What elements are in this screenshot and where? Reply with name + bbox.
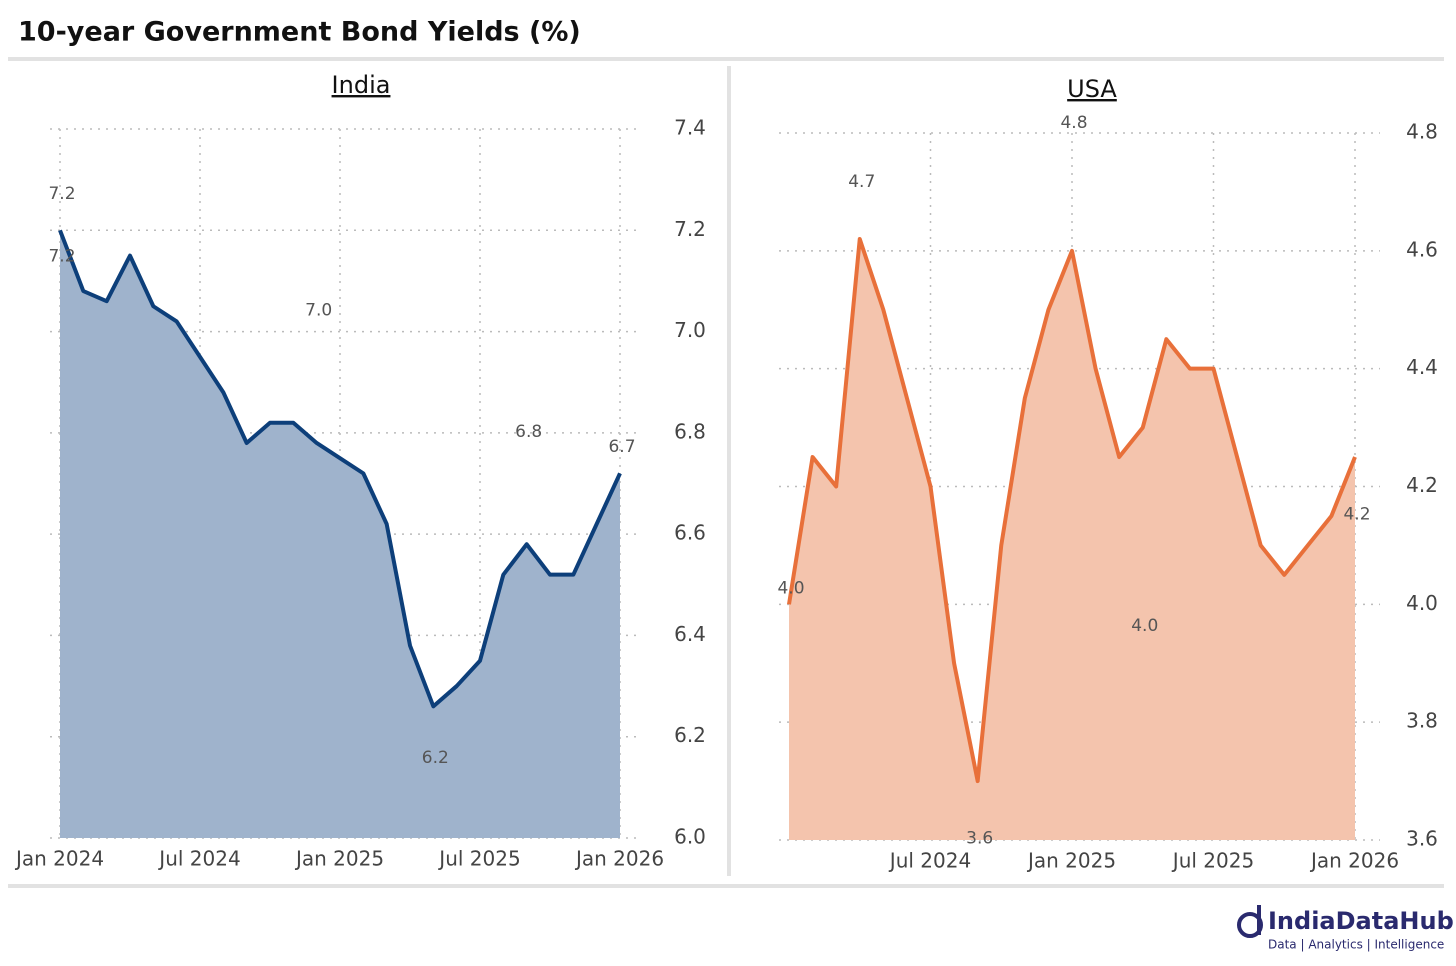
logo-icon	[1257, 905, 1261, 935]
y-tick-label: 4.2	[1406, 473, 1438, 497]
y-tick-label: 6.2	[674, 723, 706, 747]
x-tick-label: Jul 2025	[1171, 849, 1254, 873]
x-tick-label: Jan 2026	[574, 847, 664, 871]
y-tick-label: 4.4	[1406, 355, 1438, 379]
panel-title: India	[332, 71, 391, 99]
x-tick-label: Jul 2024	[157, 847, 240, 871]
annotation: 3.6	[966, 828, 993, 848]
y-tick-label: 3.8	[1406, 709, 1438, 733]
y-tick-label: 7.4	[674, 116, 706, 140]
logo: IndiaDataHub Data | Analytics | Intellig…	[1237, 905, 1454, 952]
y-tick-label: 3.6	[1406, 827, 1438, 851]
y-tick-label: 7.0	[674, 318, 706, 342]
annotation: 6.8	[515, 422, 542, 442]
x-tick-label: Jan 2025	[1026, 849, 1116, 873]
x-tick-label: Jan 2026	[1309, 849, 1399, 873]
bottom-rule	[8, 884, 1444, 888]
line	[58, 229, 622, 709]
y-tick-label: 4.0	[1406, 591, 1438, 615]
y-tick-label: 6.4	[674, 622, 706, 646]
annotation: 4.0	[1131, 616, 1158, 636]
x-tick-label: Jan 2024	[14, 847, 104, 871]
y-tick-label: 6.6	[674, 521, 706, 545]
y-tick-label: 7.2	[674, 217, 706, 241]
annotation: 7.2	[48, 184, 75, 204]
x-tick-label: Jan 2025	[294, 847, 384, 871]
x-tick-label: Jul 2025	[437, 847, 520, 871]
annotation: 4.8	[1060, 113, 1087, 133]
top-rule	[8, 57, 1444, 61]
y-tick-label: 4.8	[1406, 120, 1438, 144]
area	[60, 230, 620, 839]
brand: IndiaDataHub	[1268, 907, 1454, 935]
annotation: 4.2	[1343, 504, 1370, 524]
y-tick-label: 6.0	[674, 825, 706, 849]
annotation: 4.0	[777, 578, 804, 598]
y-tick-label: 6.8	[674, 419, 706, 443]
line	[787, 237, 1357, 784]
page-title: 10-year Government Bond Yields (%)	[18, 17, 581, 48]
annotation: 7.2	[48, 246, 75, 266]
panel-title: USA	[1067, 75, 1117, 103]
x-tick-label: Jul 2024	[888, 849, 971, 873]
annotation: 6.7	[608, 437, 635, 457]
annotation: 7.0	[305, 301, 332, 321]
annotation: 6.2	[422, 748, 449, 768]
separator	[727, 66, 731, 876]
area	[789, 239, 1355, 841]
y-tick-label: 4.6	[1406, 237, 1438, 261]
annotation: 4.7	[848, 172, 875, 192]
tagline: Data | Analytics | Intelligence	[1268, 938, 1444, 952]
